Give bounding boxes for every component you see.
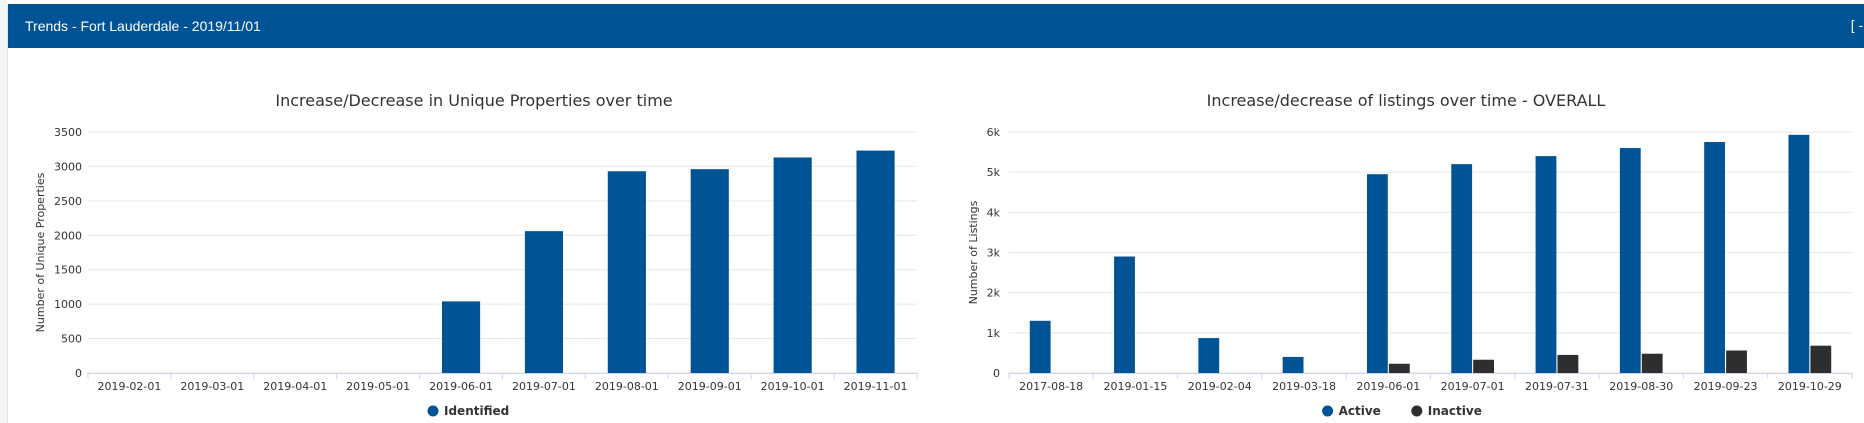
listings-y-axis-label: Number of Listings xyxy=(967,200,980,304)
unique-properties-ytick-label: 2000 xyxy=(54,229,82,242)
listings-xtick-label: 2019-09-23 xyxy=(1694,380,1758,393)
listings-bar-inactive[interactable] xyxy=(1810,345,1832,373)
unique-properties-ytick-label: 0 xyxy=(75,367,82,380)
listings-xtick-label: 2019-07-01 xyxy=(1441,380,1505,393)
listings-bar-active[interactable] xyxy=(1198,338,1220,373)
listings-ytick-label: 6k xyxy=(987,126,1001,139)
listings-bar-active[interactable] xyxy=(1366,174,1388,373)
left-gutter xyxy=(0,0,7,423)
unique-properties-xtick-label: 2019-04-01 xyxy=(263,380,327,393)
listings-chart-title: Increase/decrease of listings over time … xyxy=(1207,91,1606,110)
unique-properties-ytick-label: 3500 xyxy=(54,126,82,139)
listings-ytick-label: 4k xyxy=(987,206,1001,219)
unique-properties-xtick-label: 2019-02-01 xyxy=(97,380,161,393)
unique-properties-xtick-label: 2019-05-01 xyxy=(346,380,410,393)
listings-xtick-label: 2019-06-01 xyxy=(1356,380,1420,393)
listings-legend-marker-inactive[interactable] xyxy=(1411,405,1423,417)
unique-properties-ytick-label: 1000 xyxy=(54,298,82,311)
panel-header: Trends - Fort Lauderdale - 2019/11/01 [ … xyxy=(8,4,1864,48)
unique-properties-xtick-label: 2019-10-01 xyxy=(761,380,825,393)
unique-properties-ytick-label: 1500 xyxy=(54,264,82,277)
listings-bar-inactive[interactable] xyxy=(1726,350,1747,373)
unique-properties-y-axis-label: Number of Unique Properties xyxy=(34,172,47,332)
unique-properties-xtick-label: 2019-07-01 xyxy=(512,380,576,393)
unique-properties-xtick-label: 2019-09-01 xyxy=(678,380,742,393)
listings-legend-marker-active[interactable] xyxy=(1322,405,1334,417)
panel-title: Trends - Fort Lauderdale - 2019/11/01 xyxy=(25,18,261,34)
listings-bar-inactive[interactable] xyxy=(1641,353,1663,373)
listings-xtick-label: 2019-02-04 xyxy=(1188,380,1252,393)
unique-properties-chart-title: Increase/Decrease in Unique Properties o… xyxy=(275,91,672,110)
listings-ytick-label: 2k xyxy=(987,287,1001,300)
unique-properties-ytick-label: 500 xyxy=(61,333,82,346)
unique-properties-ytick-label: 2500 xyxy=(54,195,82,208)
unique-properties-xtick-label: 2019-08-01 xyxy=(595,380,659,393)
listings-bar-active[interactable] xyxy=(1619,148,1641,373)
unique-properties-ytick-label: 3000 xyxy=(54,160,82,173)
unique-properties-bar-identified[interactable] xyxy=(524,231,564,373)
listings-xtick-label: 2019-08-30 xyxy=(1609,380,1673,393)
listings-bar-active[interactable] xyxy=(1451,164,1473,373)
unique-properties-xtick-label: 2019-11-01 xyxy=(844,380,908,393)
listings-bar-active[interactable] xyxy=(1114,256,1135,373)
unique-properties-legend-marker-identified[interactable] xyxy=(427,405,439,417)
unique-properties-xtick-label: 2019-06-01 xyxy=(429,380,493,393)
unique-properties-legend-label-identified[interactable]: Identified xyxy=(444,404,509,418)
listings-bar-active[interactable] xyxy=(1535,156,1557,373)
unique-properties-bar-identified[interactable] xyxy=(441,301,481,373)
listings-xtick-label: 2019-03-18 xyxy=(1272,380,1336,393)
listings-bar-active[interactable] xyxy=(1704,142,1726,373)
listings-ytick-label: 1k xyxy=(987,327,1001,340)
listings-legend-label-inactive[interactable]: Inactive xyxy=(1428,404,1482,418)
listings-xtick-label: 2017-08-18 xyxy=(1019,380,1083,393)
listings-ytick-label: 5k xyxy=(987,166,1001,179)
unique-properties-bar-identified[interactable] xyxy=(690,169,729,373)
listings-bar-active[interactable] xyxy=(1029,320,1051,373)
listings-bar-inactive[interactable] xyxy=(1473,359,1495,373)
listings-xtick-label: 2019-10-29 xyxy=(1778,380,1842,393)
listings-xtick-label: 2019-01-15 xyxy=(1103,380,1167,393)
listings-legend-label-active[interactable]: Active xyxy=(1339,404,1381,418)
unique-properties-bar-identified[interactable] xyxy=(773,157,812,373)
unique-properties-bar-identified[interactable] xyxy=(856,150,895,373)
unique-properties-bar-identified[interactable] xyxy=(607,171,646,373)
listings-bar-inactive[interactable] xyxy=(1388,363,1410,373)
listings-bar-inactive[interactable] xyxy=(1557,354,1579,373)
listings-bar-active[interactable] xyxy=(1788,134,1810,373)
listings-xtick-label: 2019-07-31 xyxy=(1525,380,1589,393)
unique-properties-xtick-label: 2019-03-01 xyxy=(180,380,244,393)
listings-ytick-label: 0 xyxy=(993,367,1000,380)
collapse-button[interactable]: [ - ] xyxy=(1850,17,1864,33)
listings-bar-active[interactable] xyxy=(1282,356,1304,373)
listings-ytick-label: 3k xyxy=(987,247,1001,260)
